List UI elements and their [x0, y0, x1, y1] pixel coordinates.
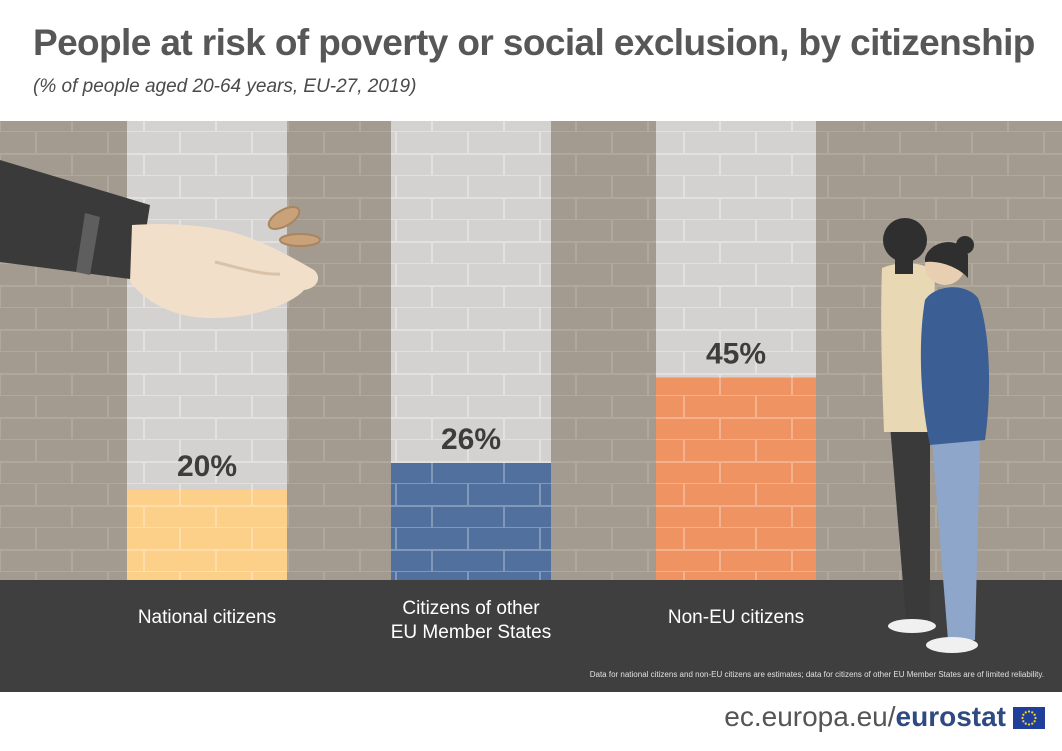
bars	[127, 377, 816, 580]
eu-flag-icon	[1013, 707, 1045, 729]
floor	[0, 580, 1062, 692]
hand-with-coins-illustration	[0, 160, 321, 318]
category-label-other_eu-line-2: EU Member States	[391, 622, 552, 643]
eurostat-logo-text: eurostat	[895, 701, 1006, 732]
source-url: ec.europa.eu/	[724, 701, 896, 732]
footnote: Data for national citizens and non-EU ci…	[589, 670, 1044, 679]
value-label-non_eu: 45%	[706, 338, 766, 371]
chart-title: People at risk of poverty or social excl…	[33, 22, 1035, 63]
chart-subtitle: (% of people aged 20-64 years, EU-27, 20…	[33, 76, 417, 97]
value-labels: 20% 26% 45%	[177, 338, 766, 484]
bar-texture-national	[127, 490, 287, 580]
category-labels: National citizens Citizens of other EU Mem…	[138, 598, 804, 643]
category-label-other_eu-line-1: Citizens of other	[402, 598, 540, 619]
source-link[interactable]: ec.europa.eu/eurostat	[724, 701, 1006, 733]
bar-texture-non_eu	[656, 377, 816, 580]
couple-illustration	[881, 218, 990, 653]
category-label-non_eu: Non-EU citizens	[668, 607, 804, 628]
category-label-national: National citizens	[138, 607, 276, 628]
value-label-national: 20%	[177, 450, 237, 483]
value-label-other_eu: 26%	[441, 423, 501, 456]
bar-texture-other_eu	[391, 463, 551, 580]
